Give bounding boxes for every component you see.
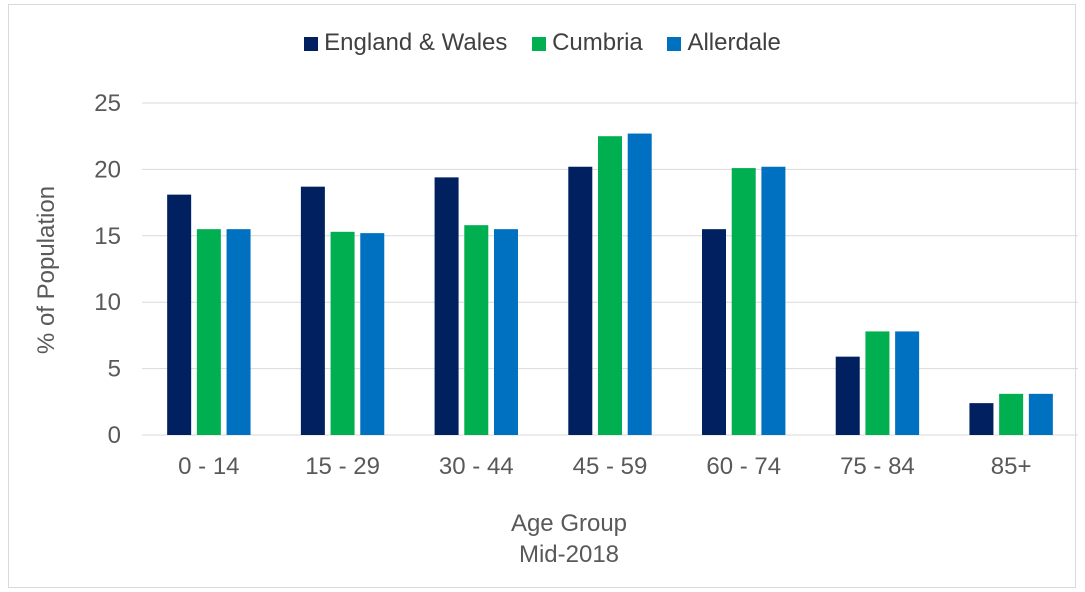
- bar-allerdale-2: [493, 229, 518, 435]
- bar-cumbria-3: [598, 136, 622, 435]
- y-tick-label: 5: [108, 356, 121, 383]
- legend-item-england-wales: England & Wales: [304, 29, 507, 57]
- y-tick-label: 25: [94, 90, 121, 117]
- bar-allerdale-3: [627, 133, 652, 435]
- x-tick-label: 30 - 44: [439, 453, 514, 480]
- x-tick-label: 0 - 14: [178, 453, 239, 480]
- legend-swatch-england-wales: [304, 36, 319, 51]
- x-axis-subtitle: Mid-2018: [519, 541, 619, 568]
- legend-swatch-allerdale: [667, 36, 682, 51]
- chart-legend: England & Wales Cumbria Allerdale: [0, 28, 1085, 57]
- y-tick-labels: 0 5 10 15 20 25: [94, 90, 121, 449]
- legend-label-england-wales: England & Wales: [324, 28, 508, 56]
- y-axis-title: % of Population: [33, 186, 60, 354]
- x-tick-label: 60 - 74: [706, 453, 781, 480]
- bar-allerdale-4: [761, 166, 786, 435]
- bar-england-wales-3: [568, 166, 593, 435]
- y-tick-label: 10: [94, 289, 121, 316]
- y-tick-label: 20: [94, 156, 121, 183]
- bar-england-wales-5: [835, 356, 860, 435]
- legend-item-allerdale: Allerdale: [667, 28, 781, 57]
- x-tick-label: 75 - 84: [840, 453, 915, 480]
- bar-england-wales-0: [167, 194, 192, 435]
- bar-england-wales-2: [434, 177, 459, 436]
- legend-label-allerdale: Allerdale: [687, 28, 781, 56]
- y-tick-label: 15: [94, 223, 121, 250]
- x-tick-label: 15 - 29: [305, 453, 380, 480]
- x-axis-title: Age Group: [511, 510, 627, 537]
- bar-cumbria-5: [865, 331, 890, 435]
- x-tick-labels: 0 - 14 15 - 29 30 - 44 45 - 59 60 - 74 75 - 8…: [178, 453, 1031, 480]
- bar-cumbria-1: [330, 231, 355, 435]
- bar-england-wales-1: [300, 186, 325, 435]
- bars: [167, 133, 1053, 436]
- y-tick-label: 0: [108, 422, 121, 449]
- x-tick-label: 45 - 59: [573, 453, 648, 480]
- bar-allerdale-1: [360, 233, 385, 435]
- bar-cumbria-4: [731, 168, 756, 435]
- bar-cumbria-6: [999, 393, 1024, 435]
- legend-label-cumbria: Cumbria: [552, 28, 643, 56]
- bar-england-wales-4: [702, 229, 727, 435]
- bar-allerdale-6: [1028, 393, 1053, 435]
- legend-swatch-cumbria: [532, 36, 547, 51]
- x-tick-label: 85+: [991, 453, 1032, 480]
- legend-item-cumbria: Cumbria: [532, 29, 643, 57]
- bar-allerdale-0: [226, 229, 251, 435]
- bar-cumbria-0: [196, 229, 221, 435]
- bar-cumbria-2: [464, 225, 489, 435]
- bar-allerdale-5: [895, 331, 920, 435]
- bar-england-wales-6: [969, 403, 994, 435]
